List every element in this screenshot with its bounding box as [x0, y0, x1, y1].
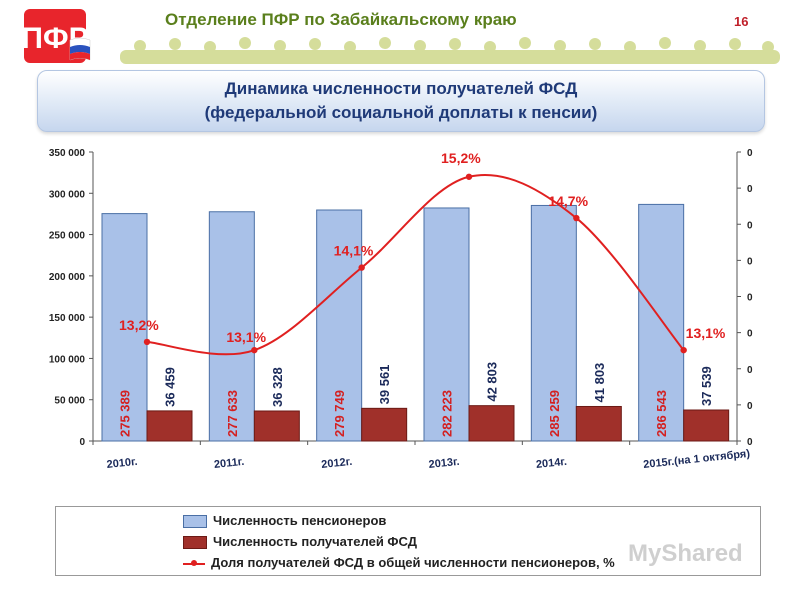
data-label-share: 13,1%	[226, 329, 266, 345]
x-tick-label: 2011г.	[213, 456, 244, 471]
bar-fsd-recipients	[468, 405, 515, 442]
data-label-share: 15,2%	[441, 150, 481, 166]
data-label-pensioners: 275 389	[118, 390, 133, 437]
legend-label: Доля получателей ФСД в общей численности…	[211, 555, 615, 570]
data-label-fsd: 41 803	[592, 363, 607, 403]
data-label-fsd: 36 328	[270, 367, 285, 407]
share-point	[573, 214, 580, 222]
y-tick-label: 250 000	[49, 231, 86, 242]
legend-swatch-line	[183, 558, 205, 569]
watermark: MyShared	[628, 540, 743, 567]
legend-label: Численность пенсионеров	[213, 513, 387, 528]
y-tick-label: 0	[79, 437, 85, 448]
share-point	[143, 338, 151, 346]
data-label-fsd: 39 561	[377, 365, 392, 405]
bar-pensioners	[423, 207, 470, 442]
pfr-logo: ПФР	[22, 9, 91, 63]
y2-tick-label: 0	[747, 148, 753, 159]
chart-subtitle: (федеральной социальной доплаты к пенсии…	[204, 103, 598, 122]
data-label-share: 13,2%	[119, 317, 159, 333]
bar-pensioners	[101, 213, 148, 442]
page-number: 16	[734, 14, 749, 29]
data-label-share: 13,1%	[686, 325, 726, 341]
bar-pensioners	[530, 204, 577, 442]
legend-item-fsd-recipients: Численность получателей ФСД	[183, 534, 417, 552]
header: ПФР Отделение ПФР по Забайкальскому краю…	[0, 0, 800, 64]
share-point	[680, 346, 687, 354]
y-tick-label: 50 000	[54, 396, 85, 407]
bar-pensioners	[208, 211, 255, 442]
share-point	[251, 346, 258, 354]
y-tick-label: 150 000	[49, 313, 86, 324]
data-label-pensioners: 285 259	[547, 390, 562, 437]
org-title: Отделение ПФР по Забайкальскому краю	[165, 10, 517, 29]
x-tick-label: 2012г.	[321, 456, 353, 471]
data-label-pensioners: 282 223	[440, 390, 455, 437]
data-label-share: 14,1%	[334, 243, 374, 259]
chart-title: Динамика численности получателей ФСД	[224, 79, 578, 98]
crowd-silhouette-decoration	[120, 37, 780, 64]
x-tick-label: 2010г.	[106, 456, 138, 471]
data-label-fsd: 37 539	[699, 366, 714, 406]
bar-pensioners	[638, 203, 685, 442]
y-tick-label: 300 000	[49, 189, 86, 200]
y2-tick-label: 0	[747, 184, 753, 195]
bar-fsd-recipients	[361, 407, 408, 442]
data-label-fsd: 42 803	[485, 362, 500, 402]
share-point	[358, 264, 365, 271]
y2-tick-label: 0	[747, 293, 753, 304]
chart: 0 50 000 100 000 150 000 200 000 250 000 300 0…	[49, 148, 753, 471]
legend-label: Численность получателей ФСД	[213, 534, 418, 549]
bar-fsd-recipients	[683, 409, 730, 442]
legend: Численность пенсионеров Численность полу…	[55, 506, 761, 576]
share-point	[465, 173, 473, 180]
legend-swatch-blue	[183, 515, 207, 529]
x-tick-label: 2015г.(на 1 октября)	[643, 448, 751, 471]
data-label-pensioners: 277 633	[225, 390, 240, 437]
data-label-pensioners: 286 543	[654, 390, 669, 437]
y2-tick-label: 0	[747, 437, 753, 448]
y-tick-label: 200 000	[49, 272, 86, 283]
y2-tick-label: 0	[747, 220, 753, 231]
x-tick-label: 2013г.	[428, 456, 460, 471]
y-tick-label: 100 000	[49, 354, 86, 365]
data-label-pensioners: 279 749	[332, 390, 347, 437]
y2-tick-label: 0	[747, 401, 753, 412]
y2-tick-label: 0	[747, 329, 753, 340]
y-tick-label: 350 000	[49, 148, 86, 159]
legend-item-pensioners: Численность пенсионеров	[183, 513, 386, 531]
bar-fsd-recipients	[146, 410, 193, 442]
y2-tick-label: 0	[747, 256, 753, 267]
chart-title-box: Динамика численности получателей ФСД (фе…	[37, 70, 765, 132]
bar-pensioners	[316, 209, 363, 442]
bar-fsd-recipients	[253, 410, 300, 442]
x-tick-label: 2014г.	[535, 456, 567, 471]
y2-tick-label: 0	[747, 365, 753, 376]
bar-fsd-recipients	[575, 405, 622, 442]
legend-swatch-red	[183, 536, 207, 550]
legend-item-share: Доля получателей ФСД в общей численности…	[183, 555, 615, 573]
data-label-fsd: 36 459	[163, 367, 178, 407]
